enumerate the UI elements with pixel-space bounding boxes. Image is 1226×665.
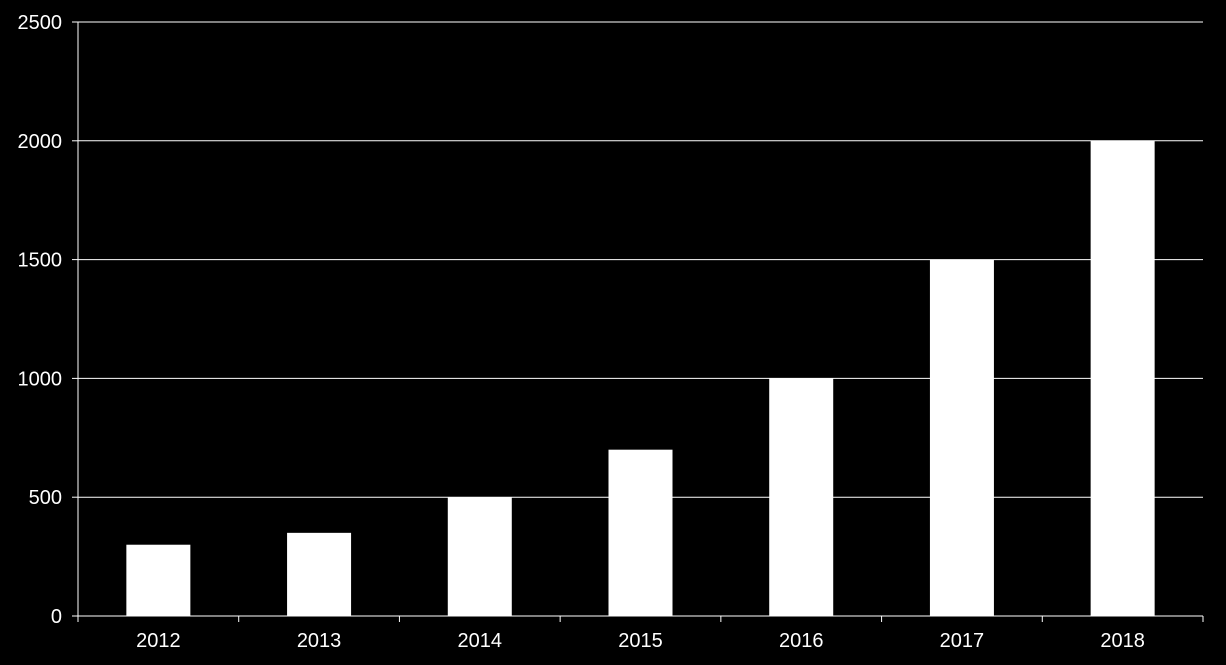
y-tick-label-1500: 1500 (18, 250, 63, 272)
x-tick-label-2015: 2015 (618, 630, 663, 652)
bar-2014 (447, 497, 512, 616)
x-tick-label-2018: 2018 (1100, 630, 1145, 652)
bar-2018 (1090, 140, 1155, 617)
x-tick-labels: 2012 2013 2014 2015 2016 2017 2018 (136, 630, 1145, 652)
y-tick-label-0: 0 (51, 606, 62, 628)
y-tick-label-1000: 1000 (18, 368, 63, 390)
y-tick-labels: 0 500 1000 1500 2000 2500 (18, 12, 63, 628)
bar-2015 (608, 449, 673, 616)
gridlines (78, 21, 1203, 498)
y-tick-label-500: 500 (29, 487, 62, 509)
x-tick-label-2017: 2017 (940, 630, 985, 652)
bar-2012 (126, 544, 191, 616)
axes (72, 21, 1204, 622)
y-tick-label-2500: 2500 (18, 12, 63, 34)
bars (126, 140, 1155, 617)
x-tick-label-2016: 2016 (779, 630, 824, 652)
x-tick-label-2013: 2013 (297, 630, 342, 652)
bar-2017 (929, 259, 994, 616)
x-tick-label-2014: 2014 (458, 630, 503, 652)
bar-2016 (769, 378, 834, 616)
x-tick-label-2012: 2012 (136, 630, 181, 652)
bar-2013 (287, 532, 352, 616)
y-tick-label-2000: 2000 (18, 131, 63, 153)
